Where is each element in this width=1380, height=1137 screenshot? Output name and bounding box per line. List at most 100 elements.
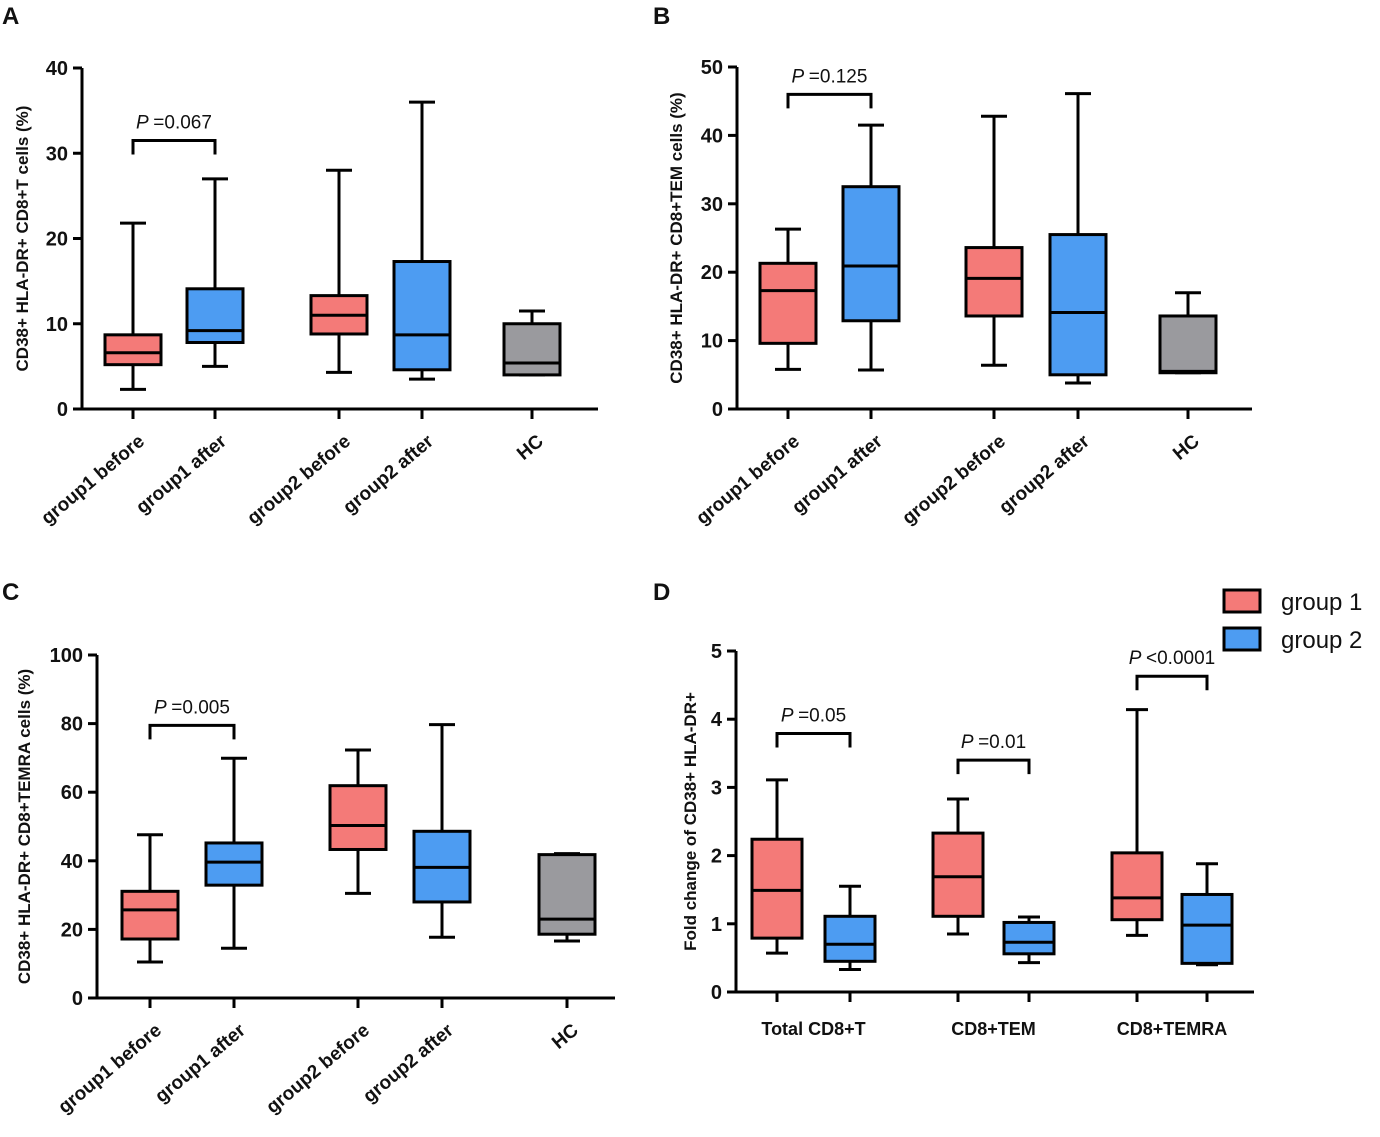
- significance-annotation: P =0.05: [775, 706, 852, 748]
- iqr-box: [204, 841, 264, 887]
- panel-letter: C: [2, 579, 19, 606]
- y-tick-label: 0: [57, 399, 68, 421]
- box-plot: [758, 227, 818, 371]
- iqr-box: [758, 261, 818, 345]
- legend-swatch: [1222, 588, 1262, 614]
- box-plot: [750, 778, 804, 955]
- y-tick-label: 0: [72, 988, 83, 1010]
- panel-letter: A: [2, 3, 19, 30]
- y-tick-label: 0: [712, 399, 723, 421]
- p-value-text: =0.005: [171, 697, 230, 718]
- y-tick-label: 2: [711, 846, 722, 868]
- p-symbol: P: [792, 66, 809, 87]
- category-label: group1 after: [132, 431, 231, 519]
- box-plot: [931, 797, 985, 936]
- box-plot: [309, 168, 369, 374]
- iqr-box: [841, 185, 901, 323]
- box-plot: [185, 177, 245, 368]
- box-plot: [537, 852, 597, 943]
- p-value-label: P =0.005: [154, 697, 230, 718]
- category-label: group2 after: [339, 431, 438, 519]
- box-plot: [1180, 862, 1234, 967]
- y-tick-label: 40: [46, 58, 68, 80]
- p-symbol: P: [781, 706, 798, 727]
- legend-label: group 2: [1281, 627, 1362, 654]
- box-plot: [823, 884, 877, 971]
- y-axis-label: CD38+ HLA-DR+ CD8+TEMRA cells (%): [15, 669, 34, 984]
- iqr-box: [964, 246, 1024, 318]
- iqr-box: [120, 889, 180, 941]
- category-label: group1 before: [692, 431, 803, 529]
- significance-annotation: P =0.005: [148, 697, 236, 740]
- box-plot: [120, 833, 180, 964]
- iqr-box: [103, 333, 163, 367]
- iqr-box: [823, 914, 877, 963]
- category-label: group2 before: [898, 431, 1009, 529]
- box-plot: [103, 221, 163, 391]
- y-tick-label: 1: [711, 914, 722, 936]
- significance-bracket: [775, 732, 852, 748]
- category-label: Total CD8+T: [761, 1019, 865, 1039]
- box-plot: [204, 756, 264, 950]
- iqr-box: [1158, 314, 1218, 375]
- significance-annotation: P <0.0001: [1129, 648, 1215, 691]
- iqr-box: [931, 831, 985, 918]
- p-value-text: =0.125: [809, 66, 868, 87]
- iqr-box: [537, 853, 597, 936]
- box-plot: [1110, 708, 1164, 937]
- panel-letter: D: [653, 579, 670, 606]
- p-symbol: P: [154, 697, 171, 718]
- significance-bracket: [786, 92, 873, 109]
- category-label: group1 after: [788, 431, 887, 519]
- category-label: CD8+TEM: [951, 1019, 1036, 1039]
- y-tick-label: 100: [50, 645, 83, 667]
- y-tick-label: 30: [46, 143, 68, 165]
- category-label: group1 after: [151, 1020, 250, 1108]
- significance-bracket: [148, 723, 236, 740]
- y-tick-label: 40: [701, 125, 723, 147]
- significance-annotation: P =0.01: [956, 732, 1031, 775]
- category-label: group2 before: [243, 431, 354, 529]
- significance-bracket: [956, 758, 1031, 775]
- y-tick-label: 5: [711, 641, 722, 663]
- y-tick-label: 20: [46, 229, 68, 251]
- y-tick-label: 3: [711, 777, 722, 799]
- y-tick-label: 20: [701, 262, 723, 284]
- y-axis-label: CD38+ HLA-DR+ CD8+T cells (%): [13, 106, 32, 372]
- p-value-label: P =0.05: [781, 706, 846, 727]
- iqr-box: [1048, 233, 1108, 377]
- y-tick-label: 80: [61, 714, 83, 736]
- p-symbol: P: [136, 112, 153, 133]
- category-label: group1 before: [37, 431, 148, 529]
- y-axis-label: CD38+ HLA-DR+ CD8+TEM cells (%): [667, 92, 686, 383]
- panel-b: B 0 10 20 30 40 50 CD38+ HLA-DR+ CD8+TEM cells …: [653, 3, 1252, 529]
- iqr-box: [502, 322, 562, 377]
- p-value-label: P <0.0001: [1129, 648, 1215, 669]
- legend-label: group 1: [1281, 589, 1362, 616]
- category-label: CD8+TEMRA: [1117, 1019, 1228, 1039]
- box-plot: [841, 123, 901, 372]
- box-plot: [392, 100, 452, 381]
- category-label: HC: [1169, 431, 1204, 465]
- box-plot: [502, 309, 562, 377]
- significance-annotation: P =0.067: [131, 112, 217, 155]
- category-label: HC: [513, 431, 548, 465]
- iqr-box: [1110, 851, 1164, 922]
- y-tick-label: 10: [46, 314, 68, 336]
- p-symbol: P: [1129, 648, 1146, 669]
- legend: group 1 group 2: [1222, 588, 1362, 654]
- iqr-box: [328, 784, 388, 851]
- p-value-label: P =0.067: [136, 112, 212, 133]
- significance-bracket: [131, 138, 217, 155]
- p-value-text: =0.067: [153, 112, 212, 133]
- box-plot: [1048, 92, 1108, 385]
- category-label: group2 before: [262, 1020, 373, 1118]
- p-value-text: <0.0001: [1146, 648, 1215, 669]
- p-value-text: =0.05: [798, 706, 846, 727]
- box-plot: [412, 723, 472, 939]
- y-tick-label: 10: [701, 331, 723, 353]
- p-value-label: P =0.01: [961, 732, 1026, 753]
- category-label: group1 before: [54, 1020, 165, 1118]
- significance-annotation: P =0.125: [786, 66, 873, 109]
